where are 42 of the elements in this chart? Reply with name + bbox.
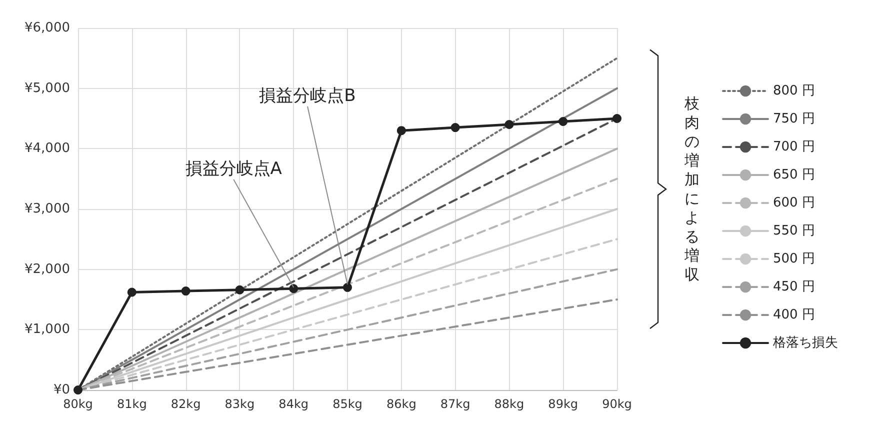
legend-label: 400 円 xyxy=(773,308,815,322)
point xyxy=(558,117,568,126)
point xyxy=(343,282,352,292)
point xyxy=(181,286,190,296)
x-tick-label: 80kg xyxy=(63,397,93,411)
x-tick-label: 88kg xyxy=(494,397,524,411)
point xyxy=(289,284,298,294)
annotation: 損益分岐点A xyxy=(185,158,282,179)
point xyxy=(74,386,82,394)
point xyxy=(450,123,460,132)
y-tick-label: ¥0 xyxy=(53,382,70,398)
text: 枝肉の増加による増収 xyxy=(684,94,700,284)
x-tick-label: 90kg xyxy=(602,397,632,411)
legend-label: 450 円 xyxy=(773,280,815,294)
legend-label: 500 円 xyxy=(773,252,815,266)
legend-label: 600 円 xyxy=(773,196,815,210)
x-tick-label: 84kg xyxy=(278,397,309,411)
point xyxy=(235,285,244,294)
legend-label: 750 円 xyxy=(773,112,815,126)
legend-label: 800 円 xyxy=(773,84,815,98)
y-tick-label: ¥4,000 xyxy=(24,141,70,156)
y-tick-label: ¥3,000 xyxy=(24,202,70,216)
point xyxy=(127,288,136,297)
x-tick-label: 85kg xyxy=(332,397,362,411)
y-tick-label: ¥5,000 xyxy=(24,80,70,96)
legend-label: 700 円 xyxy=(773,140,815,154)
point xyxy=(396,126,406,136)
x-tick-label: 86kg xyxy=(386,397,416,411)
x-tick-label: 82kg xyxy=(170,397,201,411)
legend-label: 650 円 xyxy=(773,168,815,182)
x-tick-label: 83kg xyxy=(224,397,255,411)
annotation: 損益分岐点B xyxy=(259,86,356,106)
legend-label: 格落ち損失 xyxy=(772,336,838,350)
y-tick-label: ¥6,000 xyxy=(24,20,70,36)
y-tick-label: ¥1,000 xyxy=(24,322,70,338)
point xyxy=(504,120,514,130)
legend-label: 550 円 xyxy=(773,224,815,238)
y-tick-label: ¥2,000 xyxy=(24,262,70,277)
x-tick-label: 87kg xyxy=(440,397,470,411)
x-tick-label: 81kg xyxy=(116,397,147,411)
point xyxy=(612,114,622,123)
x-tick-label: 89kg xyxy=(548,397,578,411)
